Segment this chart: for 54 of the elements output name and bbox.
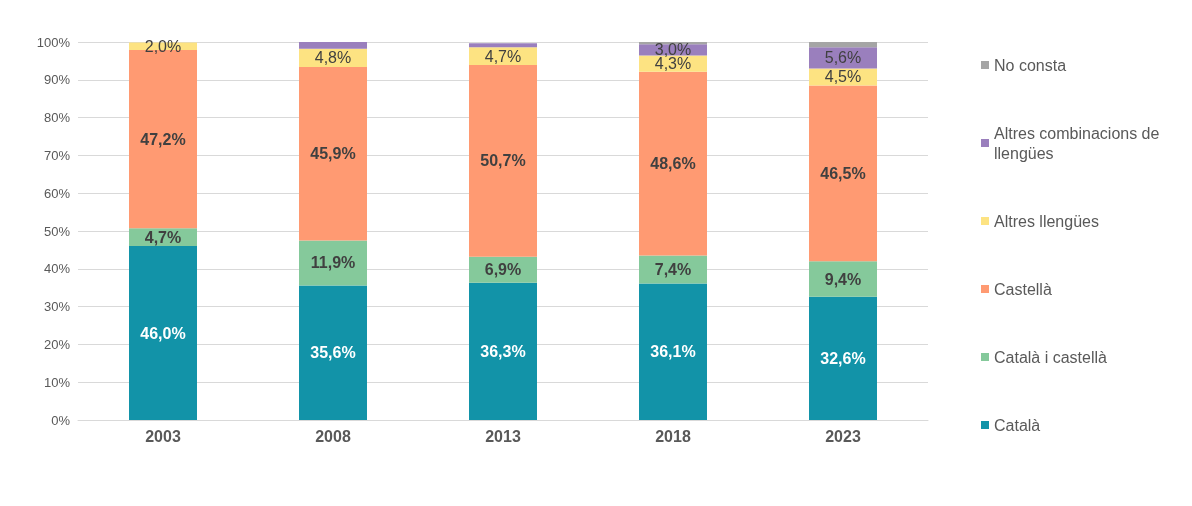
data-label: 35,6% [310,344,356,362]
y-tick-label: 10% [43,374,71,390]
y-tick-label: 80% [43,110,71,126]
data-label: 36,3% [480,342,526,360]
data-label: 5,6% [824,49,862,67]
y-tick-label: 20% [43,336,71,352]
legend-label: Castellà [994,280,1052,298]
bar [639,283,707,420]
data-label: 46,5% [820,164,866,182]
data-label: 48,6% [650,155,696,173]
x-tick-label: 2018 [655,427,691,445]
legend-label: Altres combinacions de llengües [994,124,1164,162]
y-tick-label: 0% [51,412,71,428]
x-tick-label: 2003 [145,427,181,445]
y-tick-label: 50% [43,223,71,239]
bar [469,282,537,420]
data-label: 47,2% [140,130,186,148]
data-label: 4,5% [824,68,862,86]
data-label: 46,0% [140,324,186,342]
data-label: 50,7% [480,152,526,170]
bar [469,43,537,48]
bar [809,85,877,262]
legend-label: No consta [994,56,1067,74]
data-label: 4,7% [484,47,522,65]
y-tick-label: 30% [43,299,71,315]
x-tick-label: 2008 [315,427,351,445]
legend-label: Català [994,416,1041,434]
bar [129,246,197,420]
bar [809,296,877,420]
y-tick-label: 90% [43,72,71,88]
x-tick-label: 2023 [825,427,861,445]
legend-label: Altres llengües [994,212,1099,230]
data-label: 4,7% [144,228,182,246]
bar [809,42,877,48]
bar [469,65,537,257]
data-label: 9,4% [824,270,862,288]
y-tick-label: 40% [43,261,71,277]
legend-label: Català i castellà [994,348,1108,366]
bar [299,285,367,420]
data-label: 6,9% [484,261,522,279]
x-tick-label: 2013 [485,427,521,445]
data-label: 4,8% [314,49,352,67]
bar [299,66,367,241]
data-label: 45,9% [310,145,356,163]
data-label: 36,1% [650,343,696,361]
data-label: 2,0% [144,37,182,55]
data-label: 7,4% [654,261,692,279]
data-label: 11,9% [310,254,356,272]
data-label: 32,6% [820,349,866,367]
bar [299,42,367,49]
bar [639,71,707,256]
y-tick-label: 60% [43,185,71,201]
y-tick-label: 70% [43,147,71,163]
y-tick-label: 100% [36,34,71,50]
